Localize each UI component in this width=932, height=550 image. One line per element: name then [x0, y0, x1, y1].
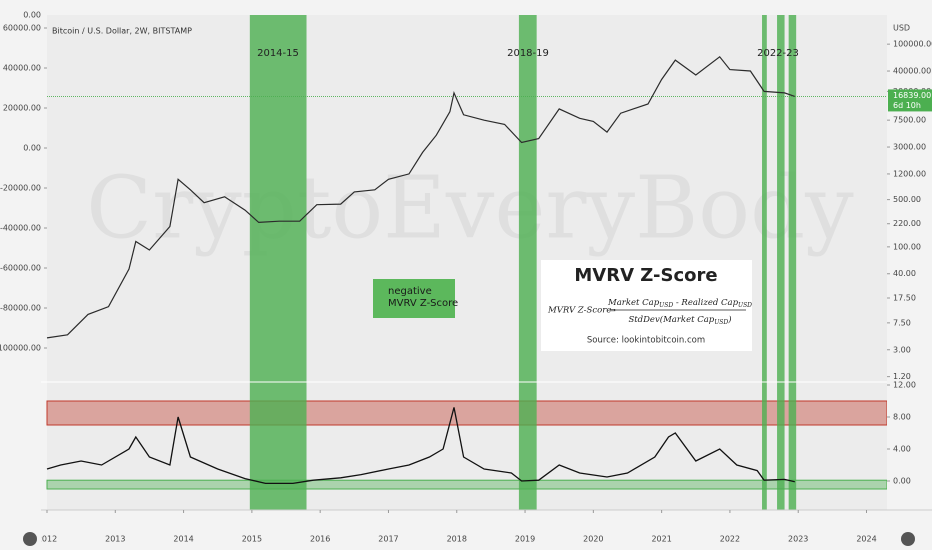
y-tick-label: 500.00: [893, 195, 921, 204]
formula-denominator: StdDev(Market CapUSD): [628, 314, 731, 327]
x-tick-label: 2022: [720, 535, 740, 544]
formula-part: USD: [714, 319, 728, 326]
price-tag-countdown: 6d 10h: [893, 101, 921, 110]
highlight-band: [762, 15, 767, 510]
y2-tick-label: -80000.00: [0, 304, 41, 313]
x-tick-label: 2014: [173, 535, 193, 544]
price-tag: [888, 89, 932, 112]
nav-left: [23, 532, 37, 546]
y-tick-label: 1.20: [893, 372, 911, 381]
formula-numerator: Market CapUSD - Realized CapUSD: [607, 298, 752, 310]
y2-tick-label: -100000.00: [0, 344, 41, 353]
x-tick-label: 2016: [310, 535, 330, 544]
x-tick-label: 2020: [583, 535, 603, 544]
x-tick-label: 2015: [242, 535, 262, 544]
currency: USD: [893, 24, 910, 33]
x-tick-label: 2018: [447, 535, 467, 544]
y-tick-label: 1200.00: [893, 169, 926, 178]
y-tick-label: 40.00: [893, 269, 916, 278]
y-tick-label: 100.00: [893, 242, 921, 251]
price-line: [46, 55, 795, 339]
y-tick-label: 8.00: [893, 413, 911, 422]
y2-tick-label: -60000.00: [0, 264, 41, 273]
y2-tick-label: 60000.00: [3, 24, 41, 33]
formula-eq: =: [609, 306, 616, 316]
formula-part: - Realized Cap: [673, 298, 738, 308]
highlight-band: [788, 15, 797, 510]
formula-lhs: MVRV Z-Score: [547, 306, 611, 316]
band-label: 2022-23: [757, 48, 799, 59]
formula-part: StdDev(Market Cap: [628, 314, 714, 325]
negative-label: negative: [388, 286, 432, 297]
plot-area: [47, 15, 887, 510]
formula-part: ): [727, 314, 731, 325]
highlight-band: [249, 15, 307, 510]
y-tick-label: 220.00: [893, 219, 921, 228]
zone: [46, 400, 888, 426]
mvrv-title: MVRV Z-Score: [574, 265, 717, 286]
negative-box: [373, 279, 455, 318]
zone: [46, 479, 888, 490]
mvrv-box: [541, 260, 752, 351]
y-tick-label: 40000.00: [893, 67, 931, 76]
y-tick-label: 4.00: [893, 445, 911, 454]
negative-label: MVRV Z-Score: [388, 298, 458, 309]
y2-tick-label: 40000.00: [3, 64, 41, 73]
price-tag-value: 16839.00: [893, 91, 931, 100]
y-tick-label: 3.00: [893, 345, 911, 354]
y-tick-label: 3000.00: [893, 143, 926, 152]
x-tick-label: 2019: [515, 535, 535, 544]
nav-right: [901, 532, 915, 546]
band-label: 2018-19: [507, 48, 549, 59]
formula-part: USD: [738, 302, 752, 309]
y2-tick-label: -20000.00: [0, 184, 41, 193]
highlight-band: [777, 15, 785, 510]
source: Source: lookintobitcoin.com: [587, 336, 705, 346]
formula-part: Market Cap: [607, 298, 660, 308]
symbol-title: Bitcoin / U.S. Dollar, 2W, BITSTAMP: [52, 27, 192, 36]
x-tick-label: 2021: [651, 535, 671, 544]
y2-tick-label: -40000.00: [0, 224, 41, 233]
y2-tick-label: 0.00: [23, 144, 41, 153]
x-tick-label: 2023: [788, 535, 808, 544]
x-tick-label: 2024: [856, 535, 876, 544]
x-tick-label: 2017: [378, 535, 398, 544]
y-tick-label: 0.00: [893, 477, 911, 486]
left-axis: [0, 0, 41, 550]
left-top-label: 0.00: [23, 11, 41, 20]
formula-part: USD: [659, 302, 673, 309]
y-tick-label: 7500.00: [893, 116, 926, 125]
y-tick-label: 7.50: [893, 318, 911, 327]
y-tick-label: 100000.00: [893, 40, 932, 49]
y2-tick-label: 20000.00: [3, 104, 41, 113]
y-tick-label: 12.00: [893, 381, 916, 390]
x-tick-label: 2012: [37, 535, 57, 544]
watermark: CryptoEveryBody: [86, 159, 854, 259]
x-tick-label: 2013: [105, 535, 125, 544]
y-tick-label: 17.50: [893, 294, 916, 303]
mvrv-line: [46, 407, 795, 485]
highlight-band: [518, 15, 537, 510]
band-label: 2014-15: [257, 48, 299, 59]
